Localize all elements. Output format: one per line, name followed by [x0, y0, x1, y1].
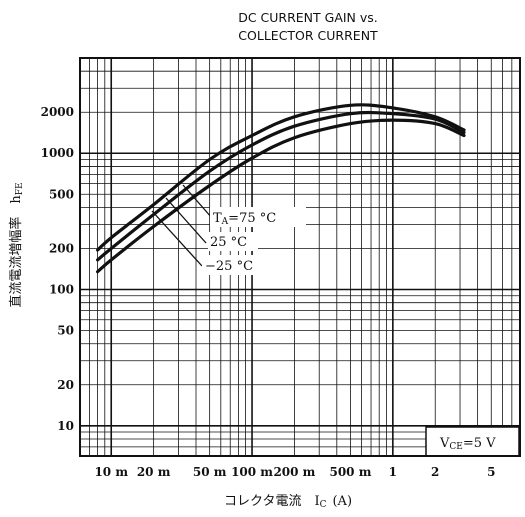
x-axis-label-unit: (A) [332, 494, 352, 509]
x-tick-label: 1 [389, 465, 397, 479]
chart-title-line1: DC CURRENT GAIN vs. [238, 10, 378, 25]
leader-25c [165, 197, 207, 244]
x-axis-label-sub: C [320, 500, 327, 510]
y-tick-label: 10 [57, 419, 74, 433]
series-layer [96, 103, 466, 274]
condition-box: VCE=5 V [425, 426, 520, 457]
y-tick-label: 50 [57, 324, 74, 338]
series-line-75c [96, 103, 466, 252]
x-tick-label: 500 m [329, 465, 371, 479]
annotation-75c: TA=75 °C [213, 211, 276, 227]
x-tick-label: 2 [431, 465, 439, 479]
y-tick-labels: 10 20 50 100 200 500 1000 2000 [41, 105, 74, 433]
plot-frame [79, 57, 521, 457]
condition-value: =5 V [463, 436, 496, 451]
y-tick-label: 500 [49, 187, 74, 201]
grid-major [80, 58, 520, 456]
series-line-m25c [96, 118, 466, 274]
x-tick-label: 10 m [94, 465, 128, 479]
x-tick-label: 50 m [193, 465, 227, 479]
y-axis-label-main: 直流電流増幅率 h [8, 195, 24, 308]
annotation-m25c: −25 °C [205, 259, 253, 274]
series-line-25c [96, 110, 466, 262]
annotation-ta-prefix: T [213, 211, 222, 226]
annotation-labels: TA=75 °C 25 °C −25 °C [202, 207, 306, 275]
x-tick-label: 200 m [273, 465, 315, 479]
annotation-leaders [151, 184, 213, 267]
condition-prefix: V [439, 436, 450, 451]
annotation-25c: 25 °C [210, 235, 247, 250]
annotation-75c-bg [210, 207, 306, 227]
annotation-m25c-bg [202, 255, 266, 275]
annotation-25c-bg [208, 232, 258, 251]
x-tick-label: 100 m [231, 465, 273, 479]
condition-sub: CE [449, 442, 462, 452]
y-tick-label: 1000 [41, 146, 74, 160]
y-axis-label-sub: FE [15, 182, 25, 195]
chart-title-line2: COLLECTOR CURRENT [238, 28, 378, 43]
x-axis-label-main: コレクタ電流 I [224, 494, 320, 509]
y-tick-label: 2000 [41, 105, 74, 119]
y-tick-label: 200 [49, 241, 74, 255]
x-axis-label: コレクタ電流 IC (A) [224, 494, 352, 510]
leader-75c [182, 184, 213, 219]
annotation-ta-sub: A [221, 217, 229, 227]
y-tick-label: 100 [49, 283, 74, 297]
y-tick-label: 20 [57, 378, 74, 392]
y-axis-label: 直流電流増幅率 hFE [8, 182, 25, 307]
x-tick-label: 20 m [137, 465, 171, 479]
condition-text: VCE=5 V [439, 436, 496, 452]
leader-m25c [151, 210, 203, 267]
annotation-75c-value: =75 °C [228, 211, 276, 226]
x-tick-labels: 10 m 20 m 50 m 100 m 200 m 500 m 1 2 5 [94, 465, 495, 479]
grid-minor [79, 57, 521, 457]
x-tick-label: 5 [487, 465, 495, 479]
